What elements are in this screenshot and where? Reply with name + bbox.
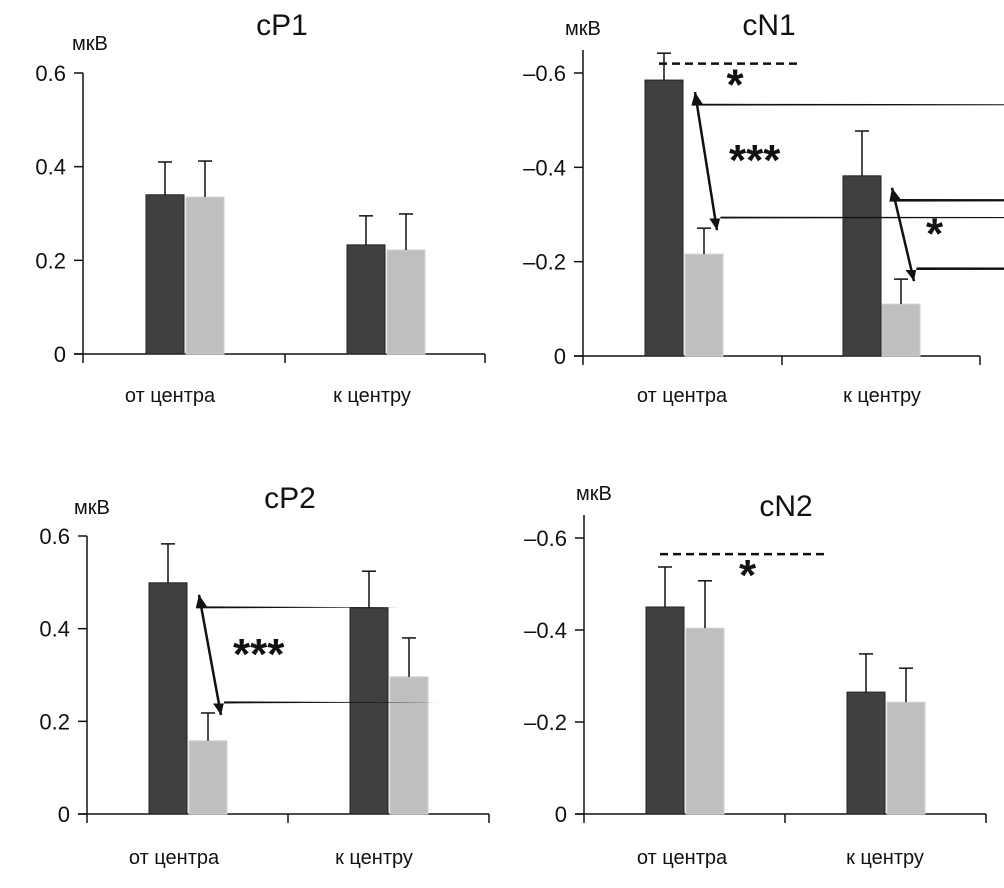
y-tick-label: –0.2 (523, 250, 566, 275)
y-tick-label: –0.4 (524, 618, 567, 643)
bar-dark-from-center (645, 606, 685, 815)
bar-light-from-center (684, 253, 724, 357)
bar-dark-to-center (349, 607, 389, 815)
arrowhead-icon (195, 594, 401, 609)
y-tick-label: 0.6 (35, 61, 66, 86)
significance-label: *** (233, 630, 285, 679)
significance-label: * (726, 61, 744, 110)
chart-title: cP2 (264, 482, 316, 515)
bar-light-to-center (389, 676, 429, 815)
arrowhead-icon (889, 187, 1004, 202)
arrowhead-icon (213, 701, 440, 715)
arrowhead-icon (691, 92, 1004, 106)
bar-dark-to-center (346, 244, 386, 355)
arrowhead-icon (905, 267, 1004, 282)
x-category-label: от центра (129, 847, 220, 869)
y-tick-label: 0.2 (35, 248, 66, 273)
y-tick-label: 0.4 (39, 617, 70, 642)
y-tick-label: –0.6 (523, 61, 566, 86)
significance-label: * (739, 551, 757, 600)
chart-panel-cP2: cP2 мкВ 0 0.2 0.4 0.6 от центра к центру *** (39, 482, 490, 869)
significance-arrow (693, 91, 719, 231)
y-axis-unit-label: мкВ (74, 497, 110, 519)
significance-arrow (197, 594, 223, 716)
bar-light-to-center (881, 303, 921, 357)
arrowhead-icon (709, 216, 1004, 231)
bar-dark-from-center (644, 79, 684, 357)
y-tick-label: –0.4 (523, 155, 566, 180)
y-tick-label: 0.4 (35, 155, 66, 180)
y-axis-unit-label: мкВ (576, 483, 612, 505)
chart-title: cN2 (759, 490, 812, 523)
x-category-label: от центра (637, 847, 728, 869)
x-category-label: от центра (637, 385, 728, 407)
chart-panel-cP1: cP1 мкВ 0 0.2 0.4 0.6 от центра к центру (35, 9, 486, 407)
y-axis-unit-label: мкВ (72, 33, 108, 55)
bar-dark-from-center (148, 582, 188, 815)
significance-label: *** (729, 136, 781, 185)
x-category-label: от центра (125, 385, 216, 407)
significance-label: * (926, 209, 944, 258)
bar-dark-to-center (842, 175, 882, 357)
bar-light-from-center (685, 627, 725, 815)
x-category-label: к центру (843, 385, 921, 407)
y-tick-label: –0.2 (524, 710, 567, 735)
y-tick-label: –0.6 (524, 526, 567, 551)
x-category-label: к центру (333, 385, 411, 407)
y-tick-label: 0 (54, 342, 66, 367)
x-category-label: к центру (335, 847, 413, 869)
y-tick-label: 0.2 (39, 709, 70, 734)
y-tick-label: 0 (58, 802, 70, 827)
bar-dark-to-center (846, 691, 886, 815)
y-axis-unit-label: мкВ (565, 18, 601, 40)
chart-panel-cN2: cN2 мкВ 0 –0.2 –0.4 –0.6 от центра к центру * (524, 483, 987, 869)
x-category-label: к центру (846, 847, 924, 869)
chart-title: cP1 (256, 9, 308, 42)
chart-title: cN1 (742, 9, 795, 42)
y-tick-label: 0 (555, 802, 567, 827)
bar-light-from-center (185, 196, 225, 355)
y-tick-label: 0.6 (39, 524, 70, 549)
significance-arrow (890, 187, 916, 282)
bar-light-from-center (188, 740, 228, 815)
y-tick-label: 0 (554, 344, 566, 369)
bar-light-to-center (386, 249, 426, 355)
bar-dark-from-center (145, 194, 185, 355)
bar-light-to-center (886, 701, 926, 815)
